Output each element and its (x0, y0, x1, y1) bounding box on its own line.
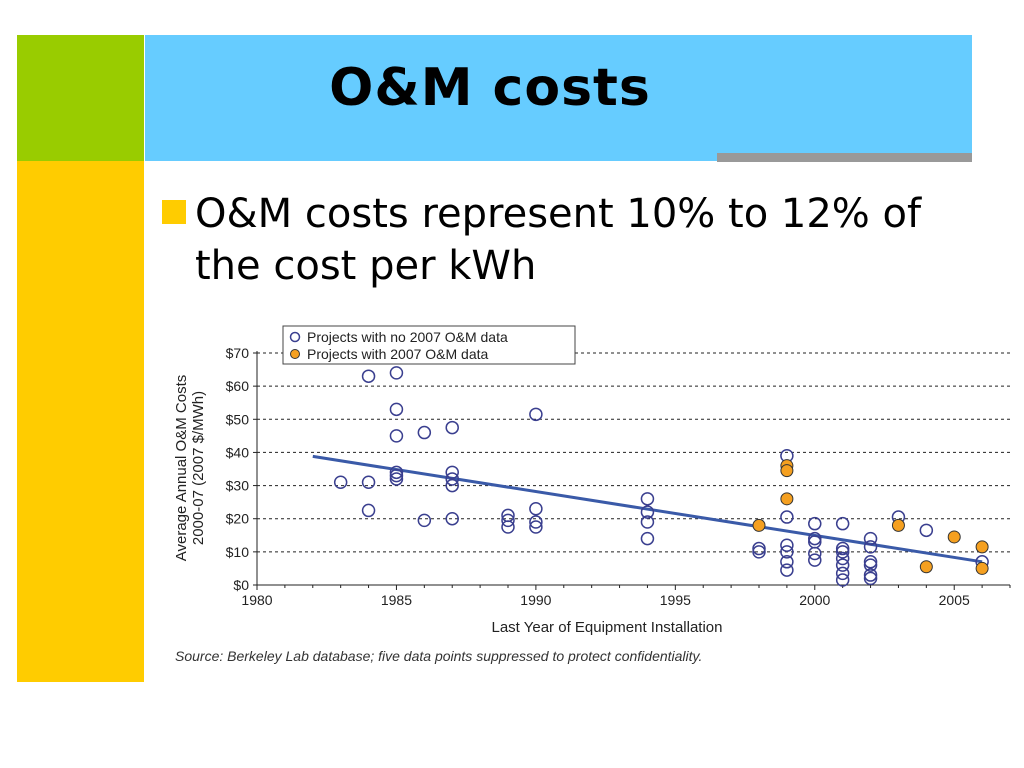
x-tick-label: 1990 (520, 592, 551, 608)
data-point-no-2007-data (808, 516, 822, 531)
data-point-no-2007-data (389, 402, 404, 417)
data-point-no-2007-data (835, 573, 850, 587)
data-point-no-2007-data (808, 546, 822, 561)
data-point-no-2007-data (835, 558, 850, 572)
legend-open-circle-icon (289, 331, 301, 343)
x-tick-label: 1980 (241, 592, 272, 608)
chart-points (333, 366, 989, 587)
data-point-no-2007-data (640, 492, 655, 506)
data-point-with-2007-data (780, 492, 794, 506)
data-point-no-2007-data (863, 571, 878, 586)
data-point-no-2007-data (389, 429, 404, 443)
y-tick-label: $60 (226, 378, 250, 394)
title-divider (145, 161, 972, 163)
data-point-no-2007-data (445, 478, 459, 493)
legend-entry-label: Projects with no 2007 O&M data (307, 329, 508, 345)
legend-filled-circle-icon (290, 349, 300, 359)
data-point-no-2007-data (835, 516, 850, 531)
data-point-no-2007-data (640, 505, 655, 519)
data-point-no-2007-data (389, 472, 404, 486)
x-axis-label: Last Year of Equipment Installation (492, 619, 723, 636)
legend-entry-label: Projects with 2007 O&M data (307, 346, 489, 362)
chart-trendline (312, 454, 983, 564)
data-point-with-2007-data (919, 560, 933, 574)
bullet-text: O&M costs represent 10% to 12% of the co… (195, 191, 922, 289)
data-point-with-2007-data (975, 540, 989, 554)
chart-source-note: Source: Berkeley Lab database; five data… (175, 648, 703, 664)
data-point-with-2007-data (947, 530, 961, 544)
data-point-no-2007-data (501, 513, 515, 528)
data-point-no-2007-data (780, 545, 794, 559)
data-point-no-2007-data (333, 475, 348, 490)
data-point-no-2007-data (445, 472, 459, 486)
data-point-no-2007-data (529, 520, 543, 534)
data-point-no-2007-data (529, 502, 543, 516)
bullet-square-icon (162, 200, 186, 224)
data-point-no-2007-data (835, 566, 850, 581)
data-point-with-2007-data (891, 518, 905, 532)
title-band (145, 35, 972, 161)
data-point-no-2007-data (640, 515, 655, 529)
data-point-no-2007-data (808, 531, 822, 546)
data-point-no-2007-data (808, 553, 822, 567)
yellow-accent-block (17, 161, 144, 682)
y-tick-label: $10 (226, 544, 250, 560)
data-point-no-2007-data (640, 531, 655, 546)
chart-axes (253, 351, 1011, 590)
om-cost-scatter-chart: $0 $10 $20 $30 $40 $50 $60 $70 1980 1985 1990 1995 2… (173, 325, 1011, 636)
data-point-no-2007-data (417, 513, 432, 528)
y-tick-label: $50 (226, 411, 250, 427)
data-point-no-2007-data (529, 407, 543, 422)
data-point-no-2007-data (780, 555, 794, 569)
slide-title: O&M costs (329, 58, 651, 118)
data-point-with-2007-data (780, 464, 794, 478)
chart-tick-labels: $0 $10 $20 $30 $40 $50 $60 $70 1980 1985 1990 1995 2… (226, 345, 970, 608)
y-tick-label: $70 (226, 345, 250, 361)
data-point-no-2007-data (863, 531, 878, 546)
data-point-no-2007-data (361, 369, 376, 383)
y-axis-label-line2: 2000-07 (2007 $/MWh) (190, 391, 207, 545)
y-tick-label: $40 (226, 444, 250, 460)
x-tick-label: 2005 (939, 592, 970, 608)
data-point-no-2007-data (780, 510, 794, 524)
data-point-no-2007-data (389, 366, 404, 380)
x-tick-label: 1995 (660, 592, 691, 608)
data-point-no-2007-data (835, 551, 850, 566)
y-tick-label: $30 (226, 478, 250, 494)
data-point-no-2007-data (863, 540, 878, 554)
data-point-no-2007-data (445, 465, 459, 480)
y-tick-label: $0 (233, 577, 249, 593)
data-point-no-2007-data (752, 541, 766, 556)
data-point-no-2007-data (389, 465, 404, 480)
data-point-no-2007-data (835, 545, 850, 559)
data-point-no-2007-data (780, 538, 794, 552)
data-point-no-2007-data (863, 568, 878, 582)
data-point-no-2007-data (445, 511, 459, 526)
data-point-no-2007-data (863, 558, 878, 572)
x-tick-label: 2000 (799, 592, 830, 608)
data-point-no-2007-data (361, 503, 376, 518)
trendline (312, 454, 983, 564)
data-point-no-2007-data (752, 545, 766, 559)
data-point-no-2007-data (389, 468, 404, 483)
data-point-no-2007-data (445, 420, 459, 435)
gray-accent-bar (717, 153, 972, 162)
data-point-no-2007-data (361, 475, 376, 490)
data-point-no-2007-data (780, 563, 794, 577)
data-point-no-2007-data (835, 541, 850, 556)
data-point-no-2007-data (863, 555, 878, 569)
y-tick-label: $20 (226, 511, 250, 527)
data-point-no-2007-data (529, 515, 543, 529)
y-axis-label-line1: Average Annual O&M Costs (173, 375, 190, 562)
data-point-with-2007-data (975, 561, 989, 575)
data-point-with-2007-data (752, 518, 766, 532)
legend-box (282, 325, 576, 365)
x-tick-label: 1985 (381, 592, 412, 608)
data-point-no-2007-data (919, 523, 934, 538)
data-point-no-2007-data (501, 520, 515, 534)
green-accent-block (17, 35, 144, 161)
data-point-no-2007-data (417, 425, 432, 440)
